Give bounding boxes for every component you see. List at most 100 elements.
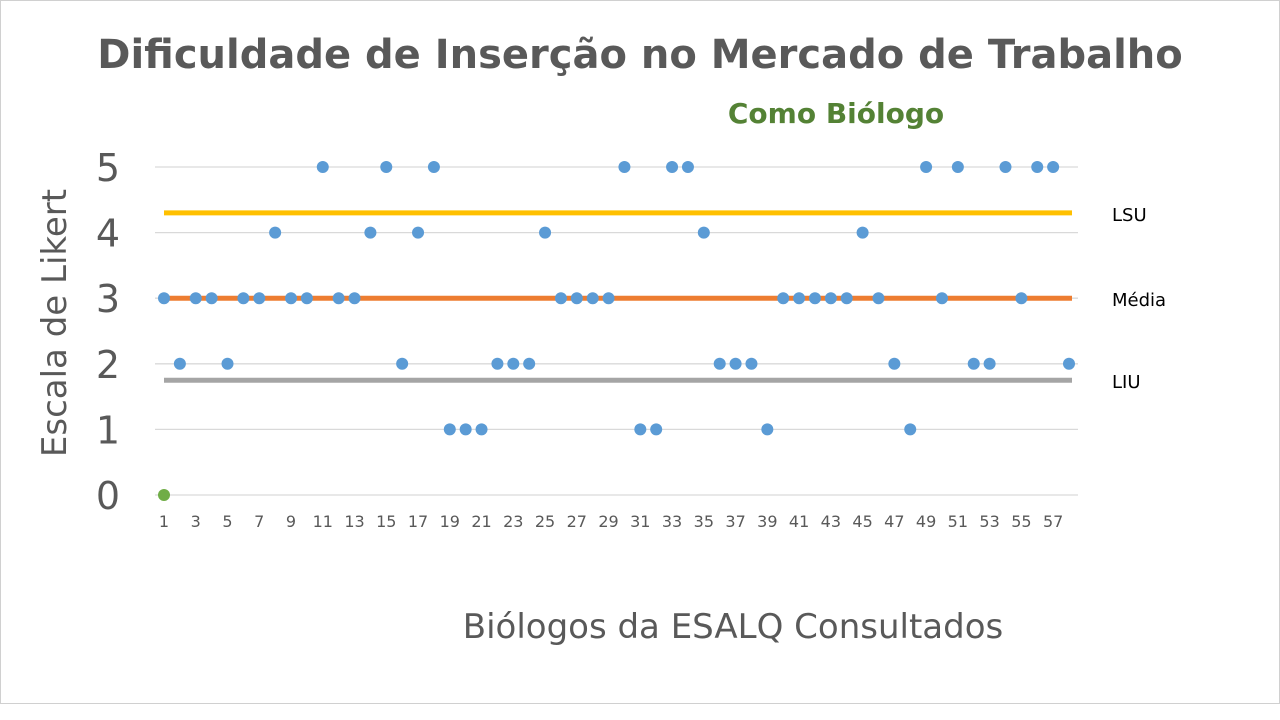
data-point [539,226,552,239]
data-point [158,292,170,305]
data-point [856,226,869,239]
data-point [427,161,440,173]
data-point [523,357,536,370]
data-point [237,292,250,305]
x-tick-label: 53 [979,512,999,531]
x-axis-label: Biólogos da ESALQ Consultados [463,607,1003,647]
x-tick-label: 15 [376,512,396,531]
data-point [824,292,837,305]
data-point [745,357,758,370]
data-point [935,292,948,305]
x-tick-label: 43 [821,512,841,531]
data-point [412,226,425,239]
data-point [840,292,853,305]
data-point [967,357,980,370]
x-tick-label: 13 [344,512,364,531]
data-point [999,161,1012,173]
y-tick-label: 5 [96,146,120,190]
data-point [380,161,393,173]
y-tick-label: 0 [96,474,120,518]
data-point [348,292,361,305]
x-tick-label: 11 [313,512,333,531]
x-tick-label: 55 [1011,512,1031,531]
data-point [332,292,345,305]
x-tick-label: 57 [1043,512,1063,531]
x-tick-label: 31 [630,512,650,531]
x-tick-label: 1 [159,512,169,531]
x-tick-label: 37 [725,512,745,531]
data-point [316,161,329,173]
x-tick-label: 41 [789,512,809,531]
gridlines [155,166,1078,496]
data-points [158,161,1075,501]
data-point [189,292,202,305]
x-tick-label: 3 [191,512,201,531]
x-tick-label: 17 [408,512,428,531]
y-tick-label: 4 [96,212,120,256]
data-point [983,357,996,370]
data-point [761,423,774,436]
x-tick-label: 47 [884,512,904,531]
data-point [554,292,567,305]
data-point [285,292,298,305]
data-point [586,292,599,305]
data-point [1015,292,1028,305]
data-point [872,292,885,305]
data-point [491,357,504,370]
data-point [205,292,218,305]
data-point [459,423,472,436]
data-point [650,423,663,436]
data-point [443,423,456,436]
data-point [1063,357,1075,370]
reference-line-label: LSU [1112,205,1147,226]
chart-title: Dificuldade de Inserção no Mercado de Tr… [97,32,1182,78]
x-tick-label: 5 [222,512,232,531]
data-point [666,161,679,173]
data-point [173,357,186,370]
reference-line-label: Média [1112,290,1166,311]
x-tick-label: 23 [503,512,523,531]
data-point [253,292,266,305]
data-point [507,357,520,370]
data-point [697,226,710,239]
data-point [920,161,933,173]
data-point [364,226,377,239]
y-tick-label: 3 [96,277,120,321]
x-tick-label: 25 [535,512,555,531]
data-point [221,357,234,370]
data-point [475,423,488,436]
data-point [300,292,313,305]
data-point [808,292,821,305]
data-point [1031,161,1044,173]
x-tick-label: 21 [471,512,491,531]
data-point [951,161,964,173]
chart-subtitle: Como Biólogo [728,97,944,130]
data-point [681,161,694,173]
data-point [269,226,282,239]
data-point [904,423,917,436]
reference-line-label: LIU [1112,372,1141,393]
data-point [158,489,170,501]
x-tick-label: 51 [948,512,968,531]
data-point [618,161,631,173]
data-point [1047,161,1060,173]
reference-lines: LSU Média LIU [164,205,1166,393]
data-point [570,292,583,305]
data-point [777,292,790,305]
x-tick-label: 35 [694,512,714,531]
data-point [793,292,806,305]
chart-frame [0,0,1280,704]
x-tick-label: 9 [286,512,296,531]
y-axis-label: Escala de Likert [35,189,75,457]
x-tick-label: 45 [852,512,872,531]
data-point [713,357,726,370]
x-tick-label: 7 [254,512,264,531]
x-tick-label: 49 [916,512,936,531]
x-tick-label: 27 [567,512,587,531]
data-point [888,357,901,370]
x-tick-label: 29 [598,512,618,531]
x-tick-labels: 1 3 5 7 9 11 13 15 17 19 21 23 25 27 29 31 33 35 37 39 41 43 4… [159,512,1063,531]
x-tick-label: 33 [662,512,682,531]
x-tick-label: 39 [757,512,777,531]
